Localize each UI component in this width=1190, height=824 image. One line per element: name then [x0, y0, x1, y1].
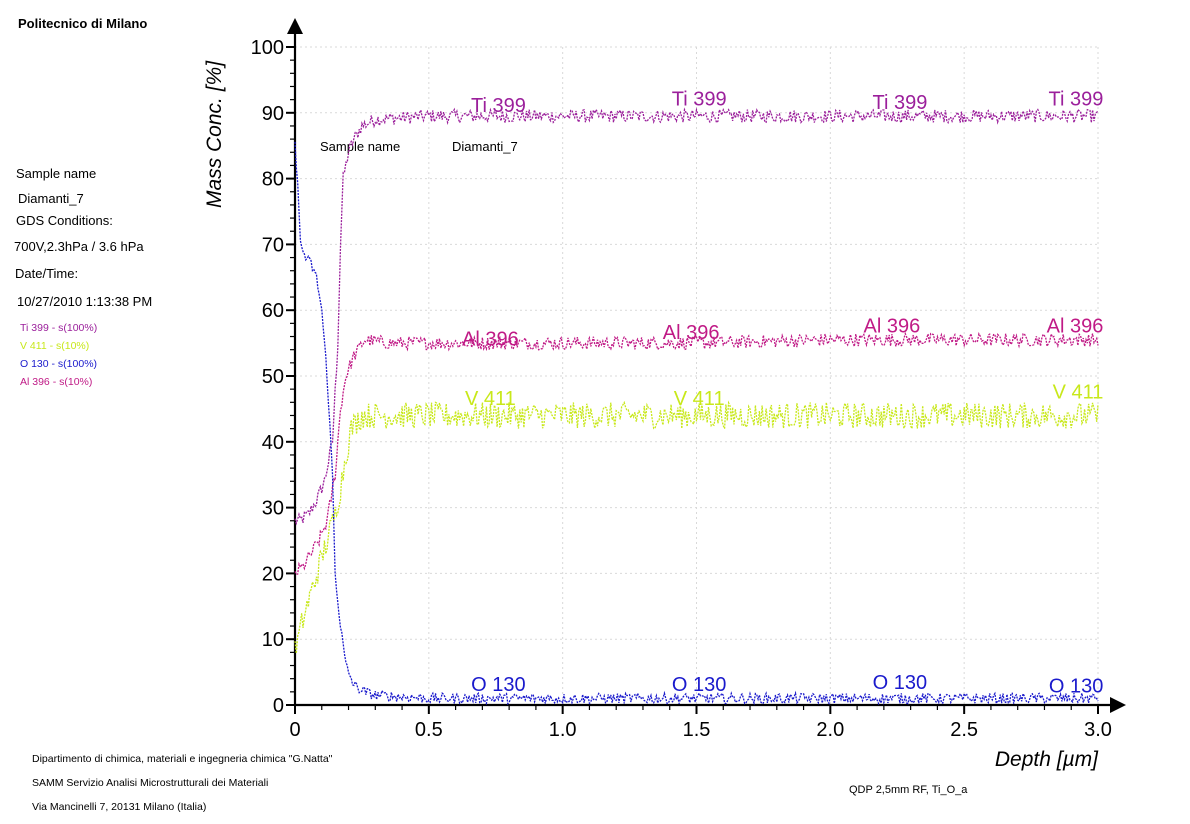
x-tick-label: 1.5: [683, 719, 711, 741]
x-axis-label: Depth [µm]: [995, 748, 1099, 771]
series-label-v: V 411: [674, 388, 725, 410]
series-label-ti: Ti 399: [672, 89, 727, 111]
date-time-label: Date/Time:: [15, 266, 79, 281]
legend-entry-o: O 130 - s(100%): [20, 358, 98, 370]
y-tick-label: 20: [262, 563, 284, 585]
gds-conditions-label: GDS Conditions:: [16, 213, 113, 228]
footer-samm: SAMM Servizio Analisi Microstrutturali d…: [32, 777, 269, 789]
footer-department: Dipartimento di chimica, materiali e ing…: [32, 753, 333, 765]
x-tick-label: 2.0: [816, 719, 844, 741]
date-time-value: 10/27/2010 1:13:38 PM: [17, 294, 153, 309]
y-tick-label: 90: [262, 103, 284, 125]
footer-method: QDP 2,5mm RF, Ti_O_a: [849, 784, 968, 796]
series-label-ti: Ti 399: [1049, 89, 1104, 111]
x-tick-label: 1.0: [549, 719, 577, 741]
series-label-ti: Ti 399: [873, 92, 928, 114]
series-label-al: Al 396: [864, 316, 921, 338]
series-label-al: Al 396: [663, 322, 720, 344]
inset-sample-name-label: Sample name: [320, 139, 400, 154]
y-tick-label: 30: [262, 498, 284, 520]
series-label-o: O 130: [873, 672, 927, 694]
x-tick-label: 3.0: [1084, 719, 1112, 741]
series-label-al: Al 396: [1047, 316, 1104, 338]
series-label-al: Al 396: [462, 329, 519, 351]
y-tick-label: 100: [251, 37, 284, 59]
series-line-v: [294, 400, 1099, 654]
legend-entry-ti: Ti 399 - s(100%): [20, 322, 98, 334]
y-tick-label: 60: [262, 300, 284, 322]
sample-name-value: Diamanti_7: [18, 191, 84, 206]
series-label-v: V 411: [465, 388, 516, 410]
series-label-ti: Ti 399: [471, 95, 526, 117]
y-axis-arrow: [287, 18, 303, 34]
x-tick-label: 0: [289, 719, 300, 741]
x-tick-label: 0.5: [415, 719, 443, 741]
institution-title: Politecnico di Milano: [18, 16, 148, 31]
gds-conditions-value: 700V,2.3hPa / 3.6 hPa: [14, 239, 144, 254]
series-label-o: O 130: [471, 674, 525, 696]
footer-address: Via Mancinelli 7, 20131 Milano (Italia): [32, 801, 207, 813]
x-tick-label: 2.5: [950, 719, 978, 741]
x-axis-arrow: [1110, 697, 1126, 713]
series-line-o: [294, 141, 1099, 707]
series-label-v: V 411: [1053, 381, 1104, 403]
series-line-ti: [294, 107, 1099, 526]
series-label-o: O 130: [672, 674, 726, 696]
y-tick-label: 10: [262, 629, 284, 651]
y-tick-label: 40: [262, 432, 284, 454]
inset-sample-name-value: Diamanti_7: [452, 139, 518, 154]
legend-entry-v: V 411 - s(10%): [20, 340, 90, 352]
y-tick-label: 80: [262, 169, 284, 191]
legend-entry-al: Al 396 - s(10%): [20, 376, 93, 388]
series-line-al: [294, 331, 1099, 575]
y-axis-label: Mass Conc. [%]: [203, 60, 226, 208]
y-tick-label: 70: [262, 234, 284, 256]
sample-name-label: Sample name: [16, 166, 97, 181]
y-tick-label: 0: [273, 695, 284, 717]
series-label-o: O 130: [1049, 675, 1103, 697]
y-tick-label: 50: [262, 366, 284, 388]
